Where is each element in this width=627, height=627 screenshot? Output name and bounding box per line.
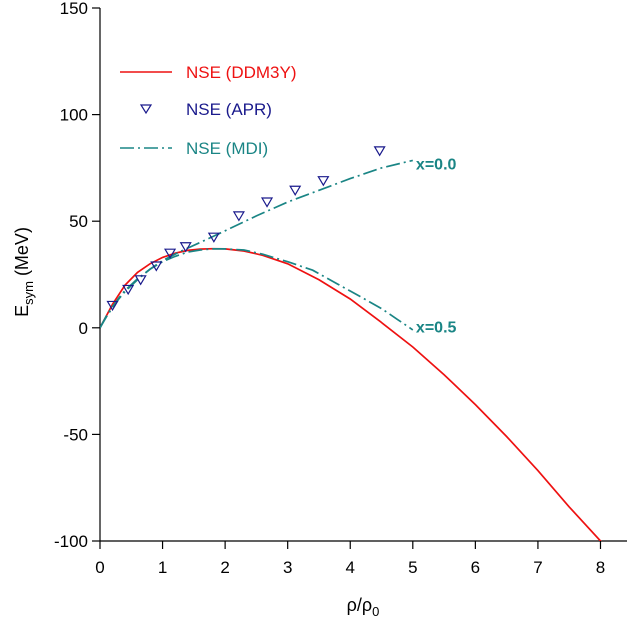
apr-marker-0-8: [260, 197, 274, 208]
y-tick-label-1: -50: [63, 425, 88, 444]
annotation-0: x=0.0: [416, 157, 457, 174]
x-axis-title: ρ/ρ0: [347, 595, 380, 619]
apr-marker-0-9: [289, 185, 302, 196]
y-axis-title-sub: sym: [21, 281, 36, 305]
apr-marker-0-6: [207, 232, 220, 243]
x-tick-label-6: 6: [471, 558, 480, 577]
x-tick-label-7: 7: [533, 558, 542, 577]
apr-marker-0-5: [179, 242, 192, 253]
x-tick-label-4: 4: [346, 558, 355, 577]
legend: NSE (DDM3Y) NSE (APR) NSE (MDI): [120, 63, 297, 158]
apr-marker-0-3: [150, 261, 163, 272]
plot-frame: [99, 8, 627, 542]
apr-marker-0-7: [232, 211, 245, 222]
series-mdi-line-1: [100, 248, 414, 331]
apr-marker-0-2: [134, 275, 147, 286]
y-tick-label-3: 50: [69, 212, 88, 231]
y-ticks: -100 -50 0 50 100 150: [54, 0, 100, 551]
series-layer: [100, 146, 602, 541]
x-tick-label-3: 3: [283, 558, 292, 577]
x-axis-title-sub: 0: [372, 604, 379, 619]
x-tick-label-1: 1: [158, 558, 167, 577]
y-axis-title-text: Esym (MeV): [12, 227, 36, 317]
x-tick-label-0: 0: [95, 558, 104, 577]
y-tick-label-0: -100: [54, 532, 88, 551]
legend-ddm3y-label: NSE (DDM3Y): [186, 63, 297, 82]
series-ddm3y-line: [100, 247, 602, 541]
annotation-1: x=0.5: [416, 320, 457, 337]
apr-marker-0-1: [122, 284, 135, 296]
x-axis-title-base: ρ/ρ: [347, 595, 372, 615]
x-ticks: 0 1 2 3 4 5 6 7 8: [95, 541, 605, 577]
x-tick-label-5: 5: [408, 558, 417, 577]
y-axis-title-rest: (MeV): [12, 227, 32, 281]
y-tick-label-2: 0: [79, 319, 88, 338]
apr-marker-0-4: [164, 248, 177, 259]
apr-marker-0-11: [373, 146, 386, 157]
annotations: x=0.0 x=0.5: [416, 157, 457, 337]
apr-marker-0-0: [106, 300, 119, 312]
legend-apr-label: NSE (APR): [186, 100, 272, 119]
y-tick-label-5: 150: [60, 0, 88, 18]
y-axis-title: Esym (MeV): [12, 227, 36, 317]
x-tick-label-2: 2: [220, 558, 229, 577]
y-tick-label-4: 100: [60, 106, 88, 125]
legend-mdi-label: NSE (MDI): [186, 139, 268, 158]
x-tick-label-8: 8: [596, 558, 605, 577]
apr-marker-0-10: [317, 176, 330, 187]
y-axis-title-base: E: [12, 305, 32, 317]
legend-apr-marker: [139, 104, 153, 115]
series-mdi-line-0: [100, 159, 413, 329]
